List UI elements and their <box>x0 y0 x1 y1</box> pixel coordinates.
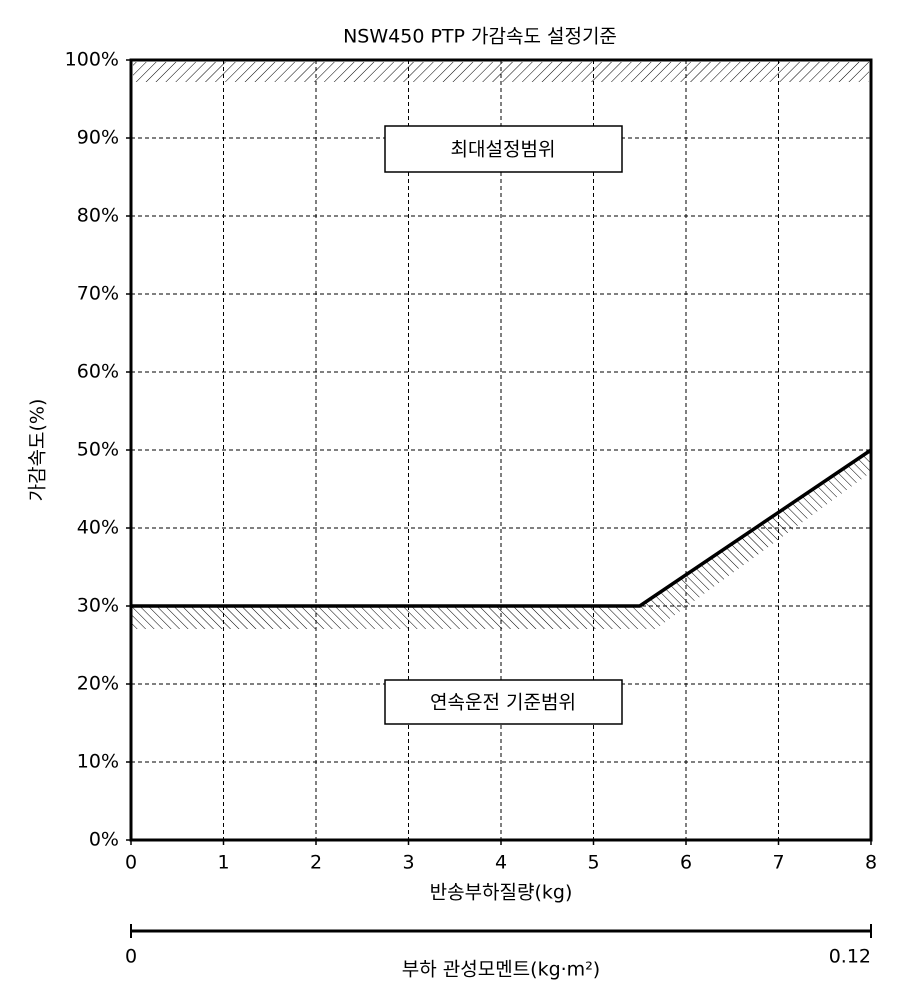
y-tick-label: 10% <box>77 751 119 773</box>
y-axis-label: 가감속도(%) <box>27 399 49 502</box>
annotation-box <box>384 125 623 173</box>
x-tick-label: 0 <box>125 852 137 874</box>
annotation-box <box>384 679 623 725</box>
x-tick-label: 8 <box>865 852 877 874</box>
x2-tick-label: 0 <box>125 946 137 968</box>
chart-title: NSW450 PTP 가감속도 설정기준 <box>343 26 617 48</box>
x-tick-label: 4 <box>495 852 507 874</box>
x-tick-label: 5 <box>587 852 599 874</box>
annotation: 연속운전 기준범위 <box>430 692 576 714</box>
y-tick-label: 90% <box>77 127 119 149</box>
x-tick-label: 6 <box>680 852 692 874</box>
max-hatch <box>133 62 869 82</box>
y-tick-label: 60% <box>77 361 119 383</box>
y-tick-label: 0% <box>89 829 119 851</box>
x2-tick-label: 0.12 <box>829 946 871 968</box>
y-tick-label: 70% <box>77 283 119 305</box>
y-tick-label: 30% <box>77 595 119 617</box>
y-tick-label: 80% <box>77 205 119 227</box>
annotation: 최대설정범위 <box>451 139 556 161</box>
x-tick-label: 7 <box>772 852 784 874</box>
x-tick-label: 1 <box>217 852 229 874</box>
y-tick-label: 20% <box>77 673 119 695</box>
y-tick-label: 40% <box>77 517 119 539</box>
series-line <box>131 448 872 608</box>
x-tick-label: 2 <box>310 852 322 874</box>
line-hatch <box>131 450 871 629</box>
x2-axis-label: 부하 관성모멘트(kg·m²) <box>402 959 600 981</box>
marks <box>131 448 872 629</box>
y-tick-label: 50% <box>77 439 119 461</box>
grid <box>130 59 872 841</box>
x-axis-label: 반송부하질량(kg) <box>430 882 573 904</box>
y-tick-label: 100% <box>65 49 119 71</box>
x-tick-label: 3 <box>402 852 414 874</box>
